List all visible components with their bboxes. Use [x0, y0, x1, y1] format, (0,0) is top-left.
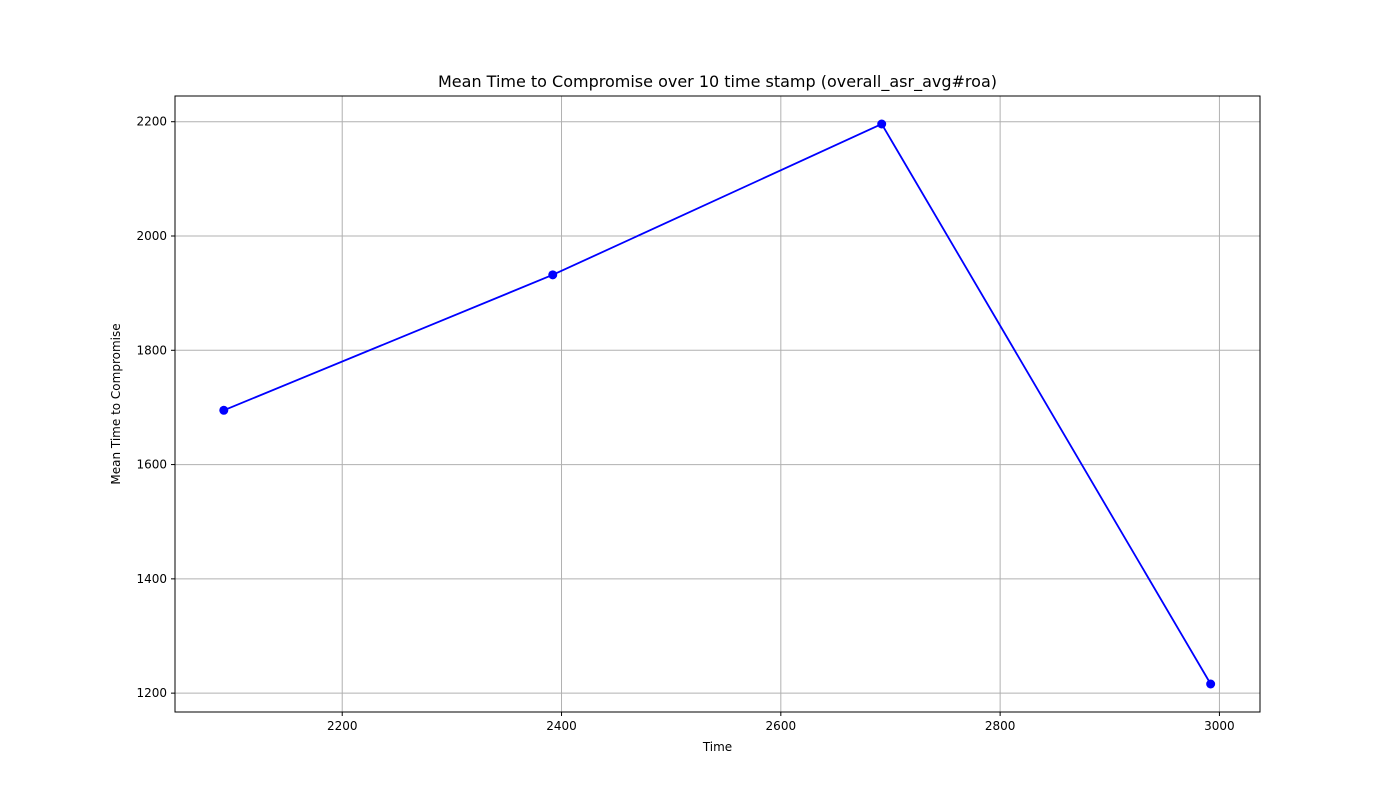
x-axis-label: Time: [702, 740, 732, 754]
grid-lines: [175, 96, 1260, 712]
series-group: [219, 119, 1216, 689]
data-point: [548, 270, 558, 280]
x-tick-label: 2400: [546, 719, 577, 733]
data-point: [219, 405, 229, 415]
data-point: [877, 119, 887, 129]
series-line: [223, 122, 1212, 685]
plot-frame: [174, 95, 1261, 713]
x-tick-label: 2600: [766, 719, 797, 733]
data-point: [1206, 679, 1216, 689]
y-tick-label: 2200: [136, 115, 167, 129]
x-tick-label: 2200: [327, 719, 358, 733]
y-tick-label: 1400: [136, 572, 167, 586]
x-tick-label: 3000: [1204, 719, 1235, 733]
y-tick-label: 1200: [136, 686, 167, 700]
y-tick-label: 1600: [136, 458, 167, 472]
y-tick-label: 1800: [136, 343, 167, 357]
tick-group: 2200 2400 2600 2800 3000 1200 1400 1600 1800 2000…: [136, 115, 1234, 733]
y-tick-label: 2000: [136, 229, 167, 243]
y-axis-label: Mean Time to Compromise: [109, 323, 123, 484]
chart-title: Mean Time to Compromise over 10 time sta…: [438, 72, 997, 92]
x-tick-label: 2800: [985, 719, 1016, 733]
